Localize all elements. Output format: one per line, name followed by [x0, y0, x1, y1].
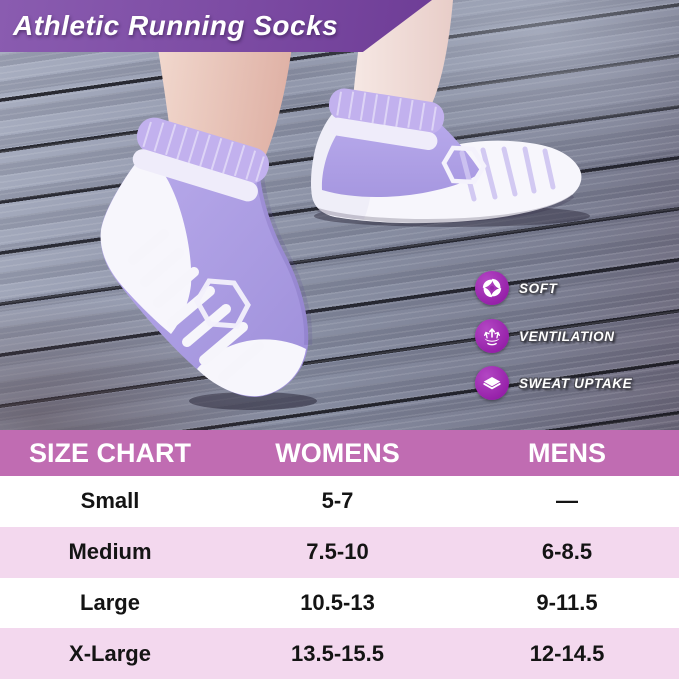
feature-badge-soft: SOFT	[475, 271, 557, 305]
sweat-uptake-icon	[475, 366, 509, 400]
mens-size: 9-11.5	[536, 589, 598, 615]
right-sock-cuff	[328, 88, 445, 151]
size-name: Medium	[68, 539, 152, 565]
title-banner: Athletic Running Socks	[0, 0, 432, 52]
table-row-xlarge: X-Large 13.5-15.5 12-14.5	[0, 628, 679, 679]
column-header-size: SIZE CHART	[29, 437, 191, 468]
mens-size: —	[556, 488, 578, 514]
size-name: X-Large	[69, 640, 151, 666]
table-row-large: Large 10.5-13 9-11.5	[0, 577, 679, 629]
hexagon-pattern	[194, 278, 251, 329]
column-header-mens: MENS	[527, 437, 606, 468]
table-row-small: Small 5-7 —	[0, 476, 679, 527]
womens-size: 13.5-15.5	[291, 640, 384, 666]
left-sock-cuff	[132, 117, 269, 202]
womens-size: 10.5-13	[300, 589, 375, 615]
hexagon-pattern	[441, 145, 487, 185]
size-chart: SIZE CHART WOMENS MENS Small 5-7 — Mediu…	[0, 430, 679, 679]
feature-label: SWEAT UPTAKE	[519, 375, 633, 391]
feature-label: VENTILATION	[519, 328, 615, 344]
size-name: Small	[80, 488, 140, 514]
mens-size: 6-8.5	[541, 539, 593, 565]
mens-size: 12-14.5	[529, 640, 605, 666]
size-chart-header: SIZE CHART WOMENS MENS	[0, 430, 679, 476]
ventilation-icon	[475, 319, 509, 353]
page-title: Athletic Running Socks	[13, 10, 339, 41]
right-sock	[311, 88, 582, 224]
size-chart-body: Small 5-7 — Medium 7.5-10 6-8.5 Large 10…	[0, 476, 679, 679]
womens-size: 7.5-10	[306, 539, 369, 565]
soft-icon	[475, 271, 509, 305]
feature-badge-sweat-uptake: SWEAT UPTAKE	[475, 366, 632, 400]
feature-label: SOFT	[519, 280, 558, 296]
column-header-womens: WOMENS	[275, 437, 400, 468]
socks-photo-illustration	[100, 0, 590, 410]
table-row-medium: Medium 7.5-10 6-8.5	[0, 526, 679, 578]
product-photo: Athletic Running Socks SOFT	[0, 0, 679, 430]
left-sock	[100, 117, 313, 397]
feature-badge-ventilation: VENTILATION	[475, 319, 615, 353]
left-foot-shadow	[189, 392, 317, 410]
size-name: Large	[80, 589, 140, 615]
womens-size: 5-7	[321, 488, 354, 514]
